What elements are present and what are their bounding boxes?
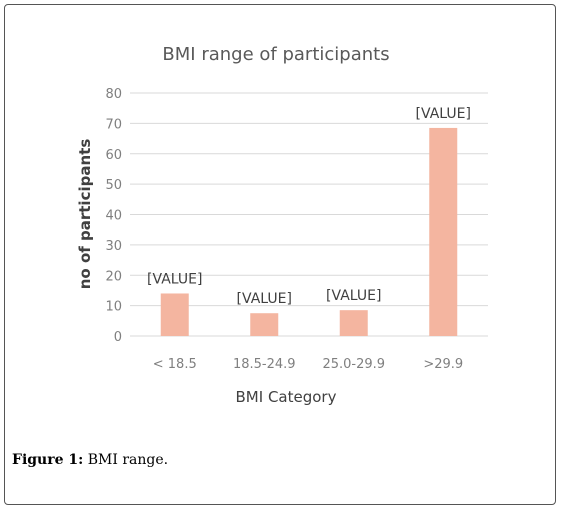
x-axis-label: BMI Category — [236, 388, 337, 406]
y-tick-label: 30 — [105, 239, 122, 254]
y-axis-label: no of participants — [76, 139, 94, 290]
bmi-bar-chart: BMI range of participants 0 10 20 30 40 50 60 7… — [76, 44, 488, 406]
figure-caption-label: Figure 1: — [12, 452, 84, 468]
x-tick-label: 25.0-29.9 — [322, 357, 385, 372]
x-tick-label: < 18.5 — [153, 357, 197, 372]
y-tick-label: 80 — [105, 87, 122, 102]
y-tick-label: 0 — [114, 330, 122, 345]
figure-caption-text: BMI range. — [83, 452, 169, 468]
bar — [429, 127, 458, 337]
y-tick-label: 70 — [105, 117, 122, 132]
x-tick-label: 18.5-24.9 — [233, 357, 296, 372]
bar — [250, 313, 279, 336]
data-label: [VALUE] — [237, 291, 292, 307]
x-tick-label: >29.9 — [423, 357, 463, 372]
figure-frame — [4, 4, 556, 505]
y-tick-label: 10 — [105, 300, 122, 315]
bar — [160, 293, 189, 336]
y-tick-label: 40 — [105, 209, 122, 224]
data-label: [VALUE] — [326, 288, 381, 304]
y-tick-label: 50 — [105, 178, 122, 193]
data-labels: [VALUE] [VALUE] [VALUE] [VALUE] — [147, 106, 471, 307]
y-tick-label: 20 — [105, 269, 122, 284]
x-tick-labels: < 18.5 18.5-24.9 25.0-29.9 >29.9 — [153, 357, 463, 372]
y-tick-label: 60 — [105, 148, 122, 163]
chart-title: BMI range of participants — [162, 44, 389, 65]
gridlines — [130, 92, 488, 337]
bar — [339, 310, 368, 336]
data-label: [VALUE] — [416, 106, 471, 122]
y-tick-labels: 0 10 20 30 40 50 60 70 80 — [105, 87, 122, 345]
figure-caption: Figure 1: BMI range. — [12, 452, 168, 468]
data-label: [VALUE] — [147, 271, 202, 287]
bars — [160, 127, 458, 337]
